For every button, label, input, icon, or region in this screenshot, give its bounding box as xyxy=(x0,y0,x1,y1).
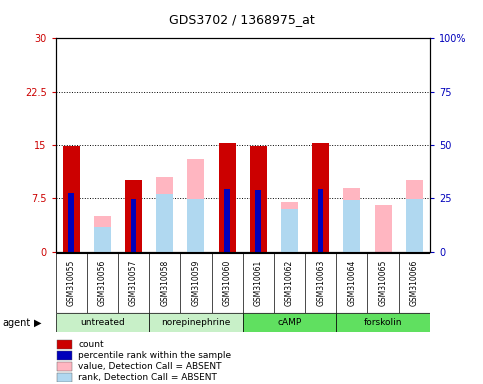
Text: GSM310065: GSM310065 xyxy=(379,260,387,306)
Text: percentile rank within the sample: percentile rank within the sample xyxy=(78,351,231,360)
Text: GSM310056: GSM310056 xyxy=(98,260,107,306)
Text: GSM310058: GSM310058 xyxy=(160,260,169,306)
Bar xyxy=(318,189,324,252)
Text: count: count xyxy=(78,340,104,349)
Text: cAMP: cAMP xyxy=(277,318,301,327)
Bar xyxy=(131,199,136,252)
Bar xyxy=(125,180,142,252)
Bar xyxy=(281,209,298,252)
Text: untreated: untreated xyxy=(80,318,125,327)
Text: GSM310063: GSM310063 xyxy=(316,260,325,306)
Bar xyxy=(57,340,71,349)
Text: value, Detection Call = ABSENT: value, Detection Call = ABSENT xyxy=(78,362,222,371)
Bar xyxy=(156,177,173,252)
Text: rank, Detection Call = ABSENT: rank, Detection Call = ABSENT xyxy=(78,373,217,382)
Bar xyxy=(187,159,204,252)
Bar xyxy=(187,199,204,252)
Text: GSM310064: GSM310064 xyxy=(347,260,356,306)
Bar xyxy=(94,216,111,252)
Bar xyxy=(343,188,360,252)
Bar xyxy=(312,143,329,252)
Text: GSM310061: GSM310061 xyxy=(254,260,263,306)
Bar xyxy=(224,189,230,252)
Text: agent: agent xyxy=(2,318,30,328)
Text: GSM310059: GSM310059 xyxy=(191,260,200,306)
Bar xyxy=(256,190,261,252)
Bar xyxy=(94,227,111,252)
Bar xyxy=(57,373,71,382)
Bar xyxy=(281,202,298,252)
Text: GDS3702 / 1368975_at: GDS3702 / 1368975_at xyxy=(169,13,314,26)
Bar xyxy=(56,313,149,332)
Bar xyxy=(250,146,267,252)
Bar xyxy=(343,200,360,252)
Text: GSM310062: GSM310062 xyxy=(285,260,294,306)
Bar xyxy=(218,143,236,252)
Bar xyxy=(406,199,423,252)
Bar xyxy=(374,205,392,252)
Bar xyxy=(63,146,80,252)
Bar xyxy=(57,351,71,360)
Bar xyxy=(406,180,423,252)
Text: ▶: ▶ xyxy=(34,318,42,328)
Bar xyxy=(156,194,173,252)
Text: forskolin: forskolin xyxy=(364,318,402,327)
Bar xyxy=(57,362,71,371)
Text: GSM310057: GSM310057 xyxy=(129,260,138,306)
Text: GSM310055: GSM310055 xyxy=(67,260,76,306)
Bar xyxy=(242,313,336,332)
Text: GSM310060: GSM310060 xyxy=(223,260,232,306)
Bar xyxy=(68,193,74,252)
Text: norepinephrine: norepinephrine xyxy=(161,318,230,327)
Bar xyxy=(336,313,430,332)
Text: GSM310066: GSM310066 xyxy=(410,260,419,306)
Bar xyxy=(149,313,242,332)
